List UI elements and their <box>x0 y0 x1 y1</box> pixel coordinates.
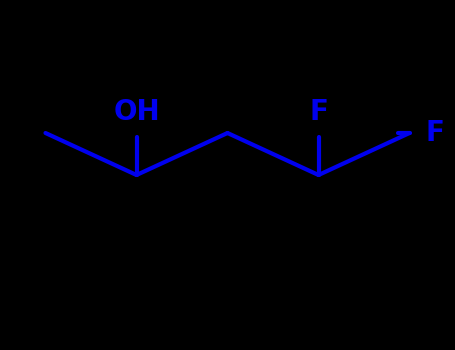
Text: OH: OH <box>113 98 160 126</box>
Text: F: F <box>425 119 444 147</box>
Text: F: F <box>309 98 328 126</box>
